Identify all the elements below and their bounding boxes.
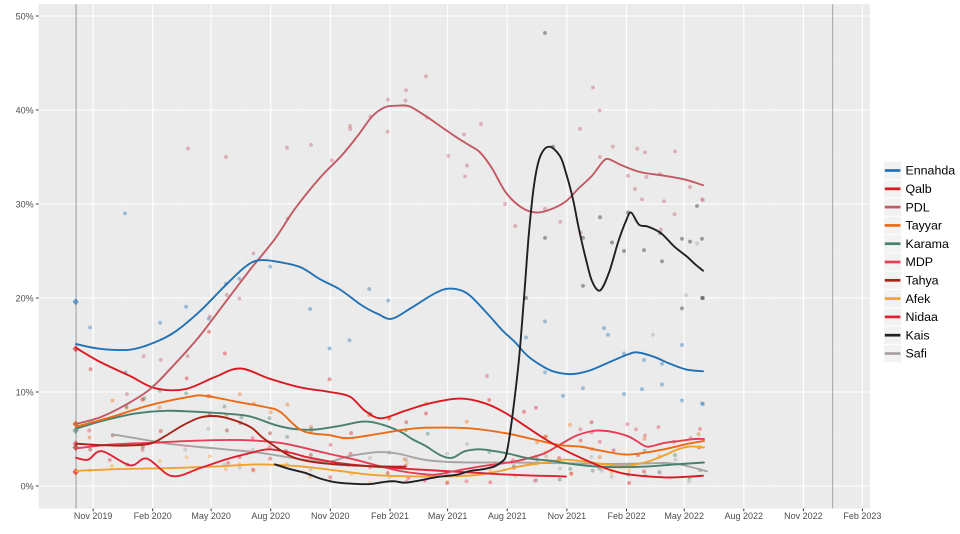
svg-text:Nov 2019: Nov 2019 xyxy=(74,511,113,521)
svg-text:Tahya: Tahya xyxy=(906,274,939,288)
svg-text:Ennahda: Ennahda xyxy=(906,164,956,178)
svg-text:Nov 2021: Nov 2021 xyxy=(548,511,587,521)
svg-text:Tayyar: Tayyar xyxy=(906,219,943,233)
svg-text:Kais: Kais xyxy=(906,328,930,342)
svg-text:Feb 2021: Feb 2021 xyxy=(371,511,409,521)
svg-text:Nidaa: Nidaa xyxy=(906,310,938,324)
svg-text:Safi: Safi xyxy=(906,347,927,361)
svg-text:20%: 20% xyxy=(16,293,34,303)
svg-text:Feb 2022: Feb 2022 xyxy=(607,511,645,521)
svg-text:May 2020: May 2020 xyxy=(191,511,231,521)
svg-text:40%: 40% xyxy=(16,105,34,115)
svg-text:May 2022: May 2022 xyxy=(664,511,704,521)
svg-text:Feb 2023: Feb 2023 xyxy=(843,511,881,521)
svg-text:Qalb: Qalb xyxy=(906,182,932,196)
svg-text:Aug 2021: Aug 2021 xyxy=(488,511,527,521)
svg-text:Afek: Afek xyxy=(906,292,932,306)
svg-text:Aug 2022: Aug 2022 xyxy=(725,511,764,521)
svg-text:10%: 10% xyxy=(16,387,34,397)
svg-text:May 2021: May 2021 xyxy=(428,511,468,521)
svg-text:PDL: PDL xyxy=(906,200,930,214)
svg-text:0%: 0% xyxy=(21,481,34,491)
svg-text:Nov 2020: Nov 2020 xyxy=(311,511,350,521)
svg-text:Aug 2020: Aug 2020 xyxy=(251,511,290,521)
svg-text:50%: 50% xyxy=(16,11,34,21)
svg-text:Nov 2022: Nov 2022 xyxy=(784,511,823,521)
svg-text:30%: 30% xyxy=(16,199,34,209)
svg-text:MDP: MDP xyxy=(906,255,934,269)
svg-text:Karama: Karama xyxy=(906,237,949,251)
svg-text:Feb 2020: Feb 2020 xyxy=(134,511,172,521)
